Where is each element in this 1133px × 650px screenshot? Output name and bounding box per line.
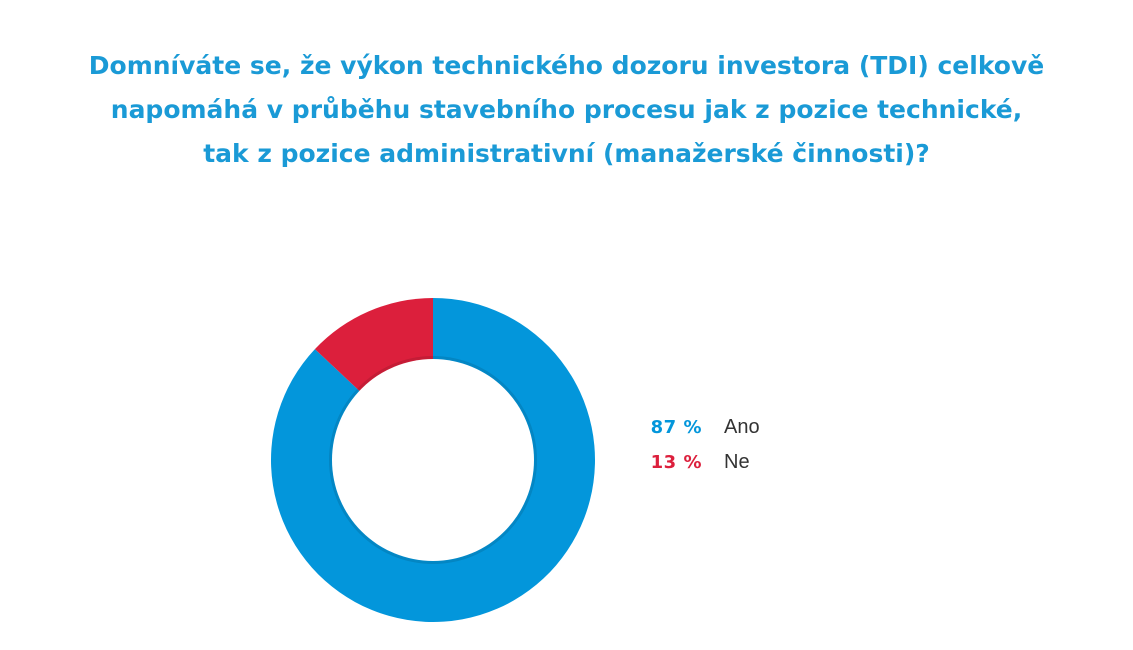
legend-value-ne: 13 % bbox=[650, 452, 702, 473]
donut-hole bbox=[332, 359, 534, 561]
legend: 87 % Ano 13 % Ne bbox=[640, 410, 760, 480]
chart-title-line-2: napomáhá v průběhu stavebního procesu ja… bbox=[110, 95, 1023, 124]
legend-value-ano: 87 % bbox=[650, 417, 702, 438]
legend-item-ne: 13 % Ne bbox=[640, 445, 760, 480]
chart-title-line-1: Domníváte se, že výkon technického dozor… bbox=[88, 51, 1045, 80]
legend-item-ano: 87 % Ano bbox=[640, 410, 760, 445]
legend-label-ano: Ano bbox=[724, 416, 760, 438]
donut-chart bbox=[271, 298, 595, 622]
legend-label-ne: Ne bbox=[724, 451, 750, 473]
chart-title: Domníváte se, že výkon technického dozor… bbox=[40, 44, 1093, 176]
chart-title-line-3: tak z pozice administrativní (manažerské… bbox=[203, 139, 930, 168]
